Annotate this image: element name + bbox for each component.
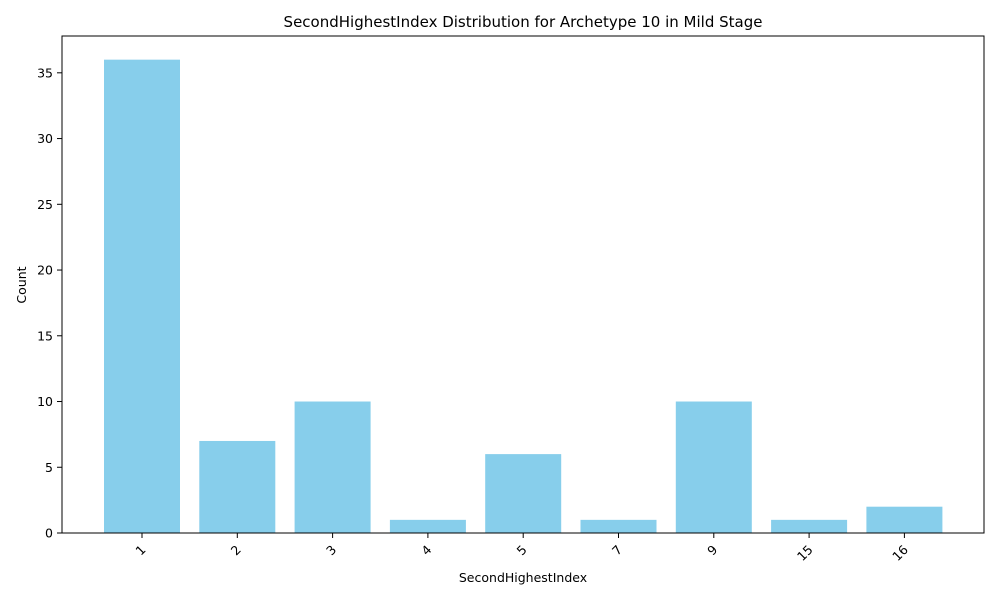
- chart-title: SecondHighestIndex Distribution for Arch…: [284, 13, 763, 31]
- x-axis-label: SecondHighestIndex: [459, 570, 587, 585]
- bar-16: [866, 506, 943, 533]
- y-tick-label: 20: [37, 263, 53, 278]
- bar-9: [675, 401, 752, 533]
- y-tick-label: 35: [37, 65, 53, 80]
- bar-1: [104, 59, 180, 534]
- x-tick-label: 1: [132, 542, 148, 558]
- y-tick-label: 5: [45, 460, 53, 475]
- x-tick-label: 9: [704, 542, 720, 558]
- x-tick-label: 2: [228, 542, 244, 558]
- y-axis: 0 5 10 15 20 25 30 35: [37, 65, 62, 541]
- bar-3: [294, 401, 371, 533]
- y-tick-label: 10: [37, 394, 53, 409]
- x-tick-label: 5: [514, 542, 530, 558]
- x-tick-label: 16: [889, 542, 911, 564]
- y-tick-label: 0: [45, 526, 53, 541]
- y-tick-label: 15: [37, 328, 53, 343]
- bar-7: [580, 519, 657, 533]
- bar-15: [771, 519, 848, 533]
- x-tick-label: 15: [794, 542, 816, 564]
- y-tick-label: 25: [37, 197, 53, 212]
- x-tick-label: 7: [609, 542, 625, 558]
- y-axis-label: Count: [14, 266, 29, 303]
- y-tick-label: 30: [37, 131, 53, 146]
- x-axis: 1 2 3 4 5 7 9 15 16: [132, 533, 911, 564]
- bar-2: [199, 440, 276, 533]
- bar-4: [389, 519, 466, 533]
- x-tick-label: 4: [418, 542, 434, 558]
- x-tick-label: 3: [323, 542, 339, 558]
- bars-group: [104, 59, 943, 534]
- bar-5: [485, 454, 562, 533]
